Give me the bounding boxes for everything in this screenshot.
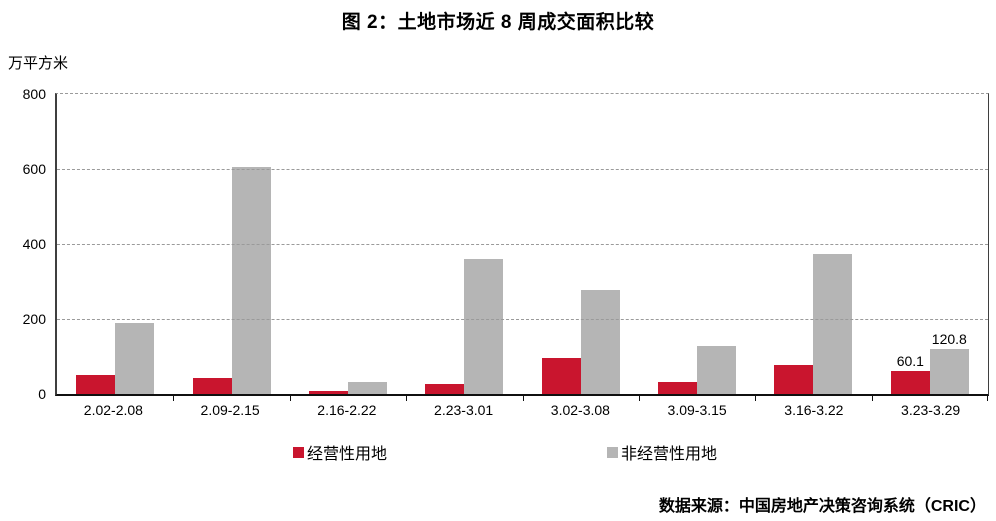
legend-swatch: [607, 447, 618, 458]
bar-group: [290, 94, 406, 394]
gridline: [57, 169, 988, 170]
bar-wrap: 60.1: [890, 353, 930, 394]
plot-area: 60.1 120.8: [55, 93, 989, 401]
source-note: 数据来源：中国房地产决策咨询系统（CRIC）: [658, 498, 986, 515]
gridline: [57, 319, 988, 320]
x-axis-tick: [406, 396, 408, 401]
legend-label: 非经营性用地: [621, 446, 718, 463]
bar-group: [406, 94, 522, 394]
bar-data-label: 120.8: [931, 331, 967, 347]
bar-operational: [425, 384, 465, 394]
bar-group: [173, 94, 289, 394]
bar-group: [639, 94, 755, 394]
legend-item: 经营性用地: [292, 446, 387, 464]
bar-wrap: [464, 259, 504, 394]
y-axis-tick-label: 800: [22, 86, 46, 102]
bar-group: [523, 94, 639, 394]
bar-wrap: [231, 167, 271, 394]
bar-wrap: [813, 254, 853, 394]
bar-non-operational: [115, 323, 155, 394]
x-axis-label: 3.09-3.15: [667, 402, 727, 418]
bar-non-operational: [697, 346, 737, 394]
x-axis-tick: [289, 396, 291, 401]
bar-wrap: [308, 391, 348, 394]
bar-non-operational: [929, 349, 969, 394]
x-axis-label: 2.09-2.15: [200, 402, 260, 418]
y-axis-tick-label: 400: [22, 236, 46, 252]
x-axis-label: 3.02-3.08: [550, 402, 610, 418]
bar-operational: [658, 382, 698, 394]
bar-operational: [890, 371, 930, 394]
x-axis-label: 2.16-2.22: [317, 402, 377, 418]
bar-wrap: [115, 323, 155, 394]
bar-wrap: [580, 290, 620, 394]
bar-non-operational: [580, 290, 620, 394]
x-axis-tick: [755, 396, 757, 401]
legend-label: 经营性用地: [306, 446, 387, 463]
x-axis-label: 2.02-2.08: [83, 402, 143, 418]
y-axis-tick-label: 200: [22, 311, 46, 327]
bar-non-operational: [813, 254, 853, 394]
bar-operational: [76, 375, 116, 394]
bar-operational: [541, 358, 581, 394]
x-axis-tick: [173, 396, 175, 401]
chart-title: 图 2：土地市场近 8 周成交面积比较: [341, 12, 655, 33]
x-axis-label: 2.23-3.01: [434, 402, 494, 418]
bar-wrap: [774, 365, 814, 394]
bar-operational: [774, 365, 814, 394]
y-axis-unit-label: 万平方米: [8, 55, 69, 72]
bar-non-operational: [347, 382, 387, 394]
bar-wrap: [425, 384, 465, 394]
y-axis-tick-label: 600: [22, 161, 46, 177]
x-axis-label: 3.23-3.29: [901, 402, 961, 418]
y-axis-tick-label: 0: [38, 386, 46, 402]
bar-wrap: [76, 375, 116, 394]
legend-swatch: [292, 447, 304, 458]
x-axis-tick: [638, 396, 640, 401]
legend-item: 非经营性用地: [607, 446, 717, 464]
bar-group: [755, 94, 871, 394]
gridline: [57, 244, 988, 245]
chart-legend: 经营性用地 非经营性用地: [0, 446, 996, 464]
bar-wrap: [347, 382, 387, 394]
x-axis-tick: [871, 396, 873, 401]
bar-operational: [308, 391, 348, 394]
x-axis-tick: [987, 396, 988, 401]
bar-group: [57, 94, 173, 394]
bar-wrap: [697, 346, 737, 394]
bar-wrap: [541, 358, 581, 394]
bar-wrap: [192, 378, 232, 394]
bar-non-operational: [464, 259, 504, 394]
bar-non-operational: [231, 167, 271, 394]
x-axis-label: 3.16-3.22: [784, 402, 844, 418]
bar-group: 60.1 120.8: [872, 94, 988, 394]
x-axis-labels-row: 2.02-2.08 2.09-2.15 2.16-2.22 2.23-3.01 3.02…: [55, 402, 989, 418]
bar-wrap: 120.8: [929, 331, 969, 394]
bar-wrap: [658, 382, 698, 394]
bar-groups-container: 60.1 120.8: [57, 94, 988, 394]
x-axis-tick: [522, 396, 524, 401]
bar-operational: [192, 378, 232, 394]
bar-data-label: 60.1: [896, 353, 924, 369]
